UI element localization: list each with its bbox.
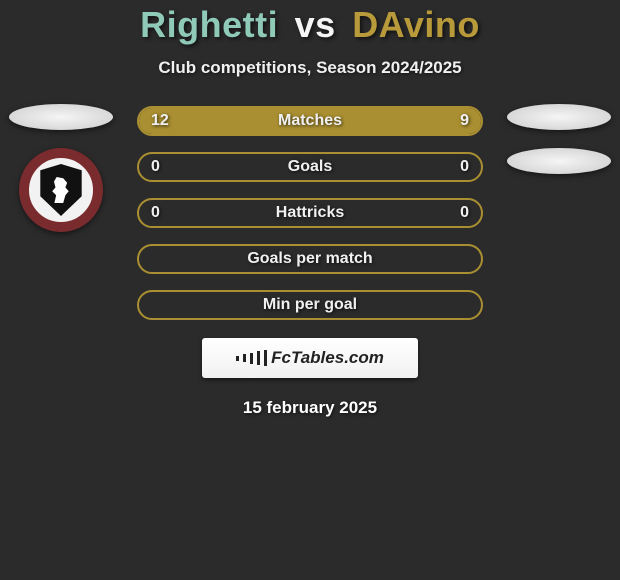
player2-ellipse-icon <box>507 104 611 130</box>
date-label: 15 february 2025 <box>0 398 620 418</box>
stat-row: 12 Matches 9 <box>137 106 483 136</box>
player2-ellipse2-icon <box>507 148 611 174</box>
subtitle: Club competitions, Season 2024/2025 <box>0 58 620 78</box>
stat-left-value: 12 <box>151 112 169 130</box>
stat-label: Matches <box>278 112 342 130</box>
vs-label: vs <box>295 4 336 45</box>
stat-right-value: 9 <box>460 112 469 130</box>
stat-right-value: 0 <box>460 158 469 176</box>
stat-label: Min per goal <box>263 296 357 314</box>
stat-label: Goals per match <box>247 250 372 268</box>
stat-left-value: 0 <box>151 158 160 176</box>
player2-name: DAvino <box>352 4 480 45</box>
stat-fill-right <box>334 108 481 134</box>
stat-label: Hattricks <box>276 204 344 222</box>
bars-icon <box>236 350 267 366</box>
stats-area: 12 Matches 9 0 Goals 0 0 Hattricks 0 Goals per ma… <box>0 106 620 418</box>
player1-crest-icon <box>19 148 103 232</box>
watermark: FcTables.com <box>202 338 418 378</box>
player1-name: Righetti <box>140 4 278 45</box>
player2-badges <box>504 104 614 174</box>
watermark-text: FcTables.com <box>271 348 384 368</box>
player1-ellipse-icon <box>9 104 113 130</box>
comparison-title: Righetti vs DAvino <box>0 4 620 46</box>
stat-row: 0 Hattricks 0 <box>137 198 483 228</box>
stat-left-value: 0 <box>151 204 160 222</box>
player1-badges <box>6 104 116 232</box>
stat-right-value: 0 <box>460 204 469 222</box>
stat-rows: 12 Matches 9 0 Goals 0 0 Hattricks 0 Goals per ma… <box>137 106 483 320</box>
stat-row: Min per goal <box>137 290 483 320</box>
stat-row: 0 Goals 0 <box>137 152 483 182</box>
stat-row: Goals per match <box>137 244 483 274</box>
stat-label: Goals <box>288 158 332 176</box>
